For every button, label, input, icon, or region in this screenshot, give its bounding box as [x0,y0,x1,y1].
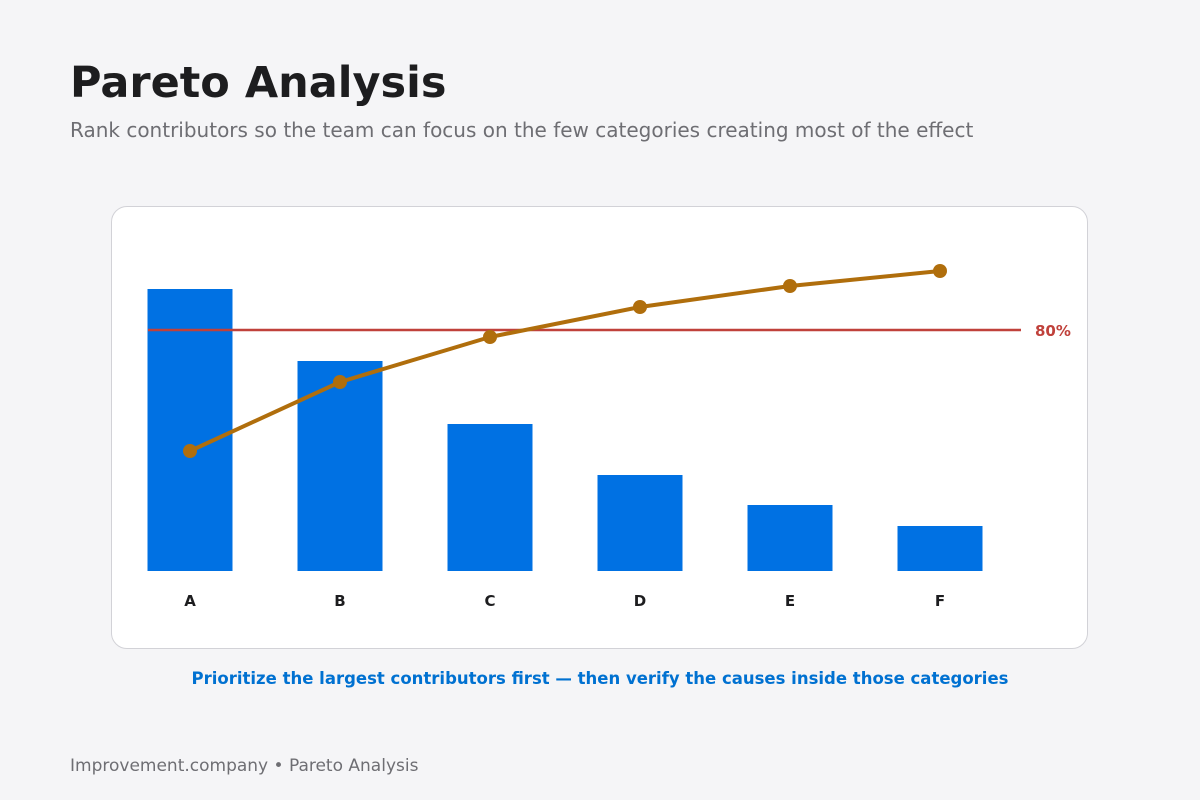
cumulative-point-F [933,264,947,278]
tick-label-D: D [634,592,646,610]
cumulative-point-E [783,279,797,293]
bar-E [747,505,833,571]
bar-F [897,526,983,571]
threshold-label: 80% [1035,322,1071,340]
cumulative-point-D [633,300,647,314]
tick-label-E: E [785,592,795,610]
tick-label-F: F [935,592,945,610]
cumulative-line-layer [183,264,947,458]
bar-A [147,289,233,571]
bars-layer [147,289,983,571]
cumulative-line [189,269,941,453]
page-title: Pareto Analysis [70,58,447,108]
tick-label-B: B [334,592,345,610]
bar-C [447,424,533,571]
chart-card [111,206,1088,649]
cumulative-point-C [483,330,497,344]
tick-label-A: A [184,592,196,610]
bar-B [297,361,383,571]
tick-labels: A B C D E F [184,592,945,610]
bar-D [597,475,683,571]
cumulative-point-A [183,444,197,458]
footer-text: Improvement.company • Pareto Analysis [70,756,419,776]
threshold-layer: 80% [148,322,1071,340]
cumulative-point-B [333,375,347,389]
tick-label-C: C [484,592,495,610]
callout-text: Prioritize the largest contributors firs… [191,669,1009,688]
page-subtitle: Rank contributors so the team can focus … [70,118,974,142]
